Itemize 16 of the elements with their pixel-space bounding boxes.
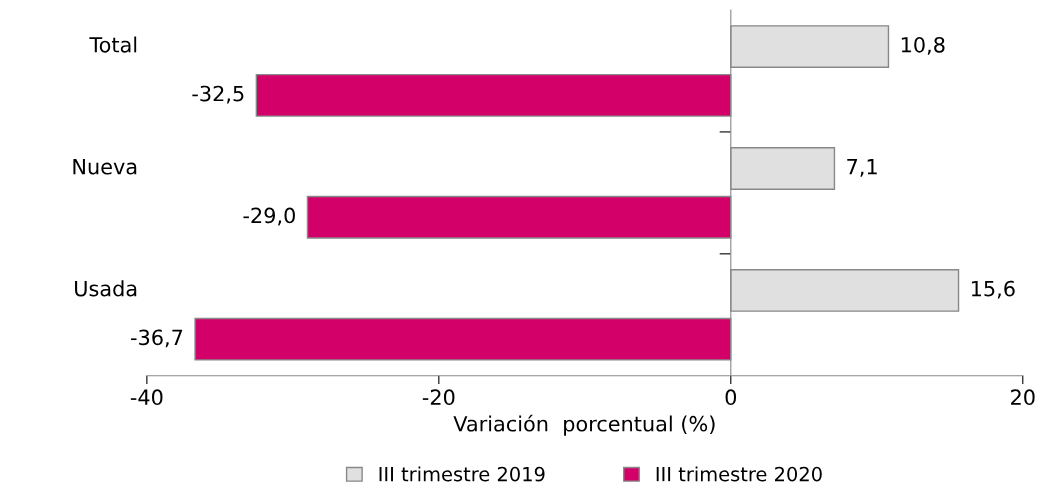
x-tick-label: -40 [130, 389, 163, 406]
x-tick-label: 20 [1011, 389, 1035, 406]
data-label: -29,0 [243, 207, 295, 226]
data-label: 10,8 [901, 36, 945, 55]
data-label: 7,1 [847, 159, 877, 177]
y-tick-label: Total [89, 36, 137, 53]
x-tick-label: -20 [422, 389, 455, 406]
data-label: -32,5 [192, 85, 244, 104]
data-label: 15,6 [971, 280, 1015, 299]
x-axis-title: Variación porcentual (%) [453, 414, 715, 436]
legend-label: III trimestre 2019 [379, 466, 545, 482]
y-tick-label: Nueva [73, 159, 137, 175]
y-tick-label: Usada [75, 280, 137, 297]
data-label: -36,7 [131, 329, 183, 348]
x-tick-label: 0 [725, 389, 737, 406]
legend-label: III trimestre 2020 [656, 466, 822, 482]
